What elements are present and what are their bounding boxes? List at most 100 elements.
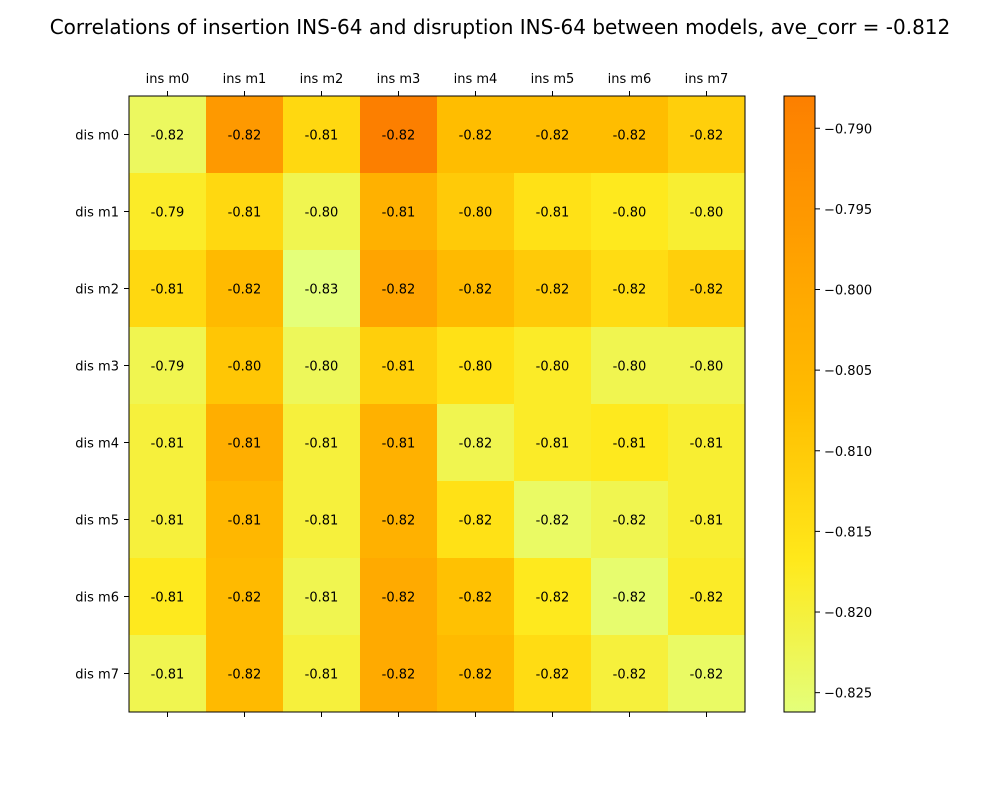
cell-value-label: -0.82 <box>690 668 724 683</box>
cell-value-label: -0.82 <box>459 437 493 452</box>
cell-value-label: -0.81 <box>690 437 724 452</box>
heatmap-cell <box>206 250 284 328</box>
x-tick-label: ins m5 <box>531 72 575 87</box>
cell-value-label: -0.80 <box>305 360 339 375</box>
heatmap-cell <box>206 327 284 405</box>
x-tick-label: ins m4 <box>454 72 498 87</box>
heatmap-cell <box>591 558 669 636</box>
heatmap-cell <box>129 481 207 559</box>
x-tick-label: ins m3 <box>377 72 421 87</box>
cell-value-label: -0.82 <box>459 283 493 298</box>
cell-value-label: -0.82 <box>690 591 724 606</box>
colorbar-tick-label: −0.810 <box>824 445 872 460</box>
heatmap-cell <box>514 558 592 636</box>
heatmap-cell <box>129 96 207 174</box>
cell-value-label: -0.82 <box>459 129 493 144</box>
cell-value-label: -0.82 <box>382 514 416 529</box>
cell-value-label: -0.82 <box>151 129 185 144</box>
cell-value-label: -0.81 <box>305 129 339 144</box>
heatmap-cell <box>514 404 592 482</box>
cell-value-label: -0.81 <box>151 668 185 683</box>
cell-value-label: -0.82 <box>536 668 570 683</box>
heatmap-cell <box>514 481 592 559</box>
heatmap-cell <box>283 250 361 328</box>
heatmap-cell <box>591 635 669 713</box>
cell-value-label: -0.82 <box>613 283 647 298</box>
cell-value-label: -0.81 <box>151 437 185 452</box>
y-tick-label: dis m3 <box>75 360 119 375</box>
y-tick-label: dis m1 <box>75 206 119 221</box>
y-tick-label: dis m4 <box>75 437 119 452</box>
heatmap-cell <box>206 635 284 713</box>
x-tick-label: ins m2 <box>300 72 344 87</box>
cell-value-label: -0.82 <box>690 283 724 298</box>
cell-value-label: -0.83 <box>305 283 339 298</box>
heatmap-cells <box>129 96 746 713</box>
heatmap-cell <box>437 327 515 405</box>
cell-value-label: -0.81 <box>613 437 647 452</box>
heatmap-cell <box>129 404 207 482</box>
cell-value-label: -0.81 <box>228 514 262 529</box>
heatmap-cell <box>668 327 746 405</box>
cell-value-label: -0.80 <box>305 206 339 221</box>
cell-value-label: -0.82 <box>613 129 647 144</box>
y-tick-label: dis m7 <box>75 668 119 683</box>
cell-value-label: -0.81 <box>382 206 416 221</box>
heatmap-cell <box>591 96 669 174</box>
heatmap-cell <box>514 173 592 251</box>
cell-value-label: -0.80 <box>459 360 493 375</box>
heatmap-cell <box>283 96 361 174</box>
heatmap-cell <box>437 250 515 328</box>
cell-value-label: -0.81 <box>382 437 416 452</box>
heatmap-cell <box>437 635 515 713</box>
heatmap-cell <box>283 404 361 482</box>
heatmap-cell <box>206 558 284 636</box>
cell-value-label: -0.82 <box>382 668 416 683</box>
heatmap-cell <box>206 173 284 251</box>
cell-value-label: -0.81 <box>690 514 724 529</box>
heatmap-cell <box>206 481 284 559</box>
cell-value-label: -0.82 <box>459 591 493 606</box>
heatmap-cell <box>129 558 207 636</box>
heatmap-cell <box>437 96 515 174</box>
cell-value-label: -0.82 <box>613 591 647 606</box>
heatmap-cell <box>591 481 669 559</box>
cell-value-label: -0.80 <box>228 360 262 375</box>
heatmap-cell <box>591 327 669 405</box>
cell-value-label: -0.82 <box>228 591 262 606</box>
cell-value-label: -0.81 <box>228 437 262 452</box>
heatmap-cell <box>360 250 438 328</box>
heatmap-cell <box>283 558 361 636</box>
cell-value-label: -0.82 <box>228 129 262 144</box>
colorbar-tick-label: −0.825 <box>824 687 872 702</box>
y-axis-ticks: dis m0 dis m1 dis m2 dis m3 dis m4 dis m5 dis … <box>75 129 129 683</box>
heatmap-cell <box>668 404 746 482</box>
heatmap-cell <box>360 173 438 251</box>
cell-value-label: -0.82 <box>382 129 416 144</box>
cell-value-label: -0.82 <box>382 283 416 298</box>
heatmap-cell <box>437 173 515 251</box>
cell-value-label: -0.80 <box>613 360 647 375</box>
y-tick-label: dis m0 <box>75 129 119 144</box>
colorbar-tick-label: −0.800 <box>824 284 872 299</box>
cell-value-label: -0.80 <box>536 360 570 375</box>
heatmap-cell <box>206 404 284 482</box>
heatmap-cell <box>514 96 592 174</box>
cell-value-label: -0.82 <box>613 514 647 529</box>
colorbar-tick-label: −0.790 <box>824 122 872 137</box>
heatmap-cell <box>668 250 746 328</box>
heatmap-cell <box>283 327 361 405</box>
cell-value-label: -0.81 <box>536 206 570 221</box>
colorbar-tick-label: −0.820 <box>824 606 872 621</box>
x-tick-label: ins m1 <box>223 72 267 87</box>
heatmap-cell <box>668 96 746 174</box>
cell-value-label: -0.82 <box>613 668 647 683</box>
heatmap-cell <box>514 635 592 713</box>
heatmap-cell <box>360 635 438 713</box>
heatmap-cell <box>437 558 515 636</box>
cell-value-label: -0.82 <box>690 129 724 144</box>
cell-value-label: -0.82 <box>536 514 570 529</box>
heatmap-cell <box>360 481 438 559</box>
cell-value-label: -0.81 <box>151 283 185 298</box>
